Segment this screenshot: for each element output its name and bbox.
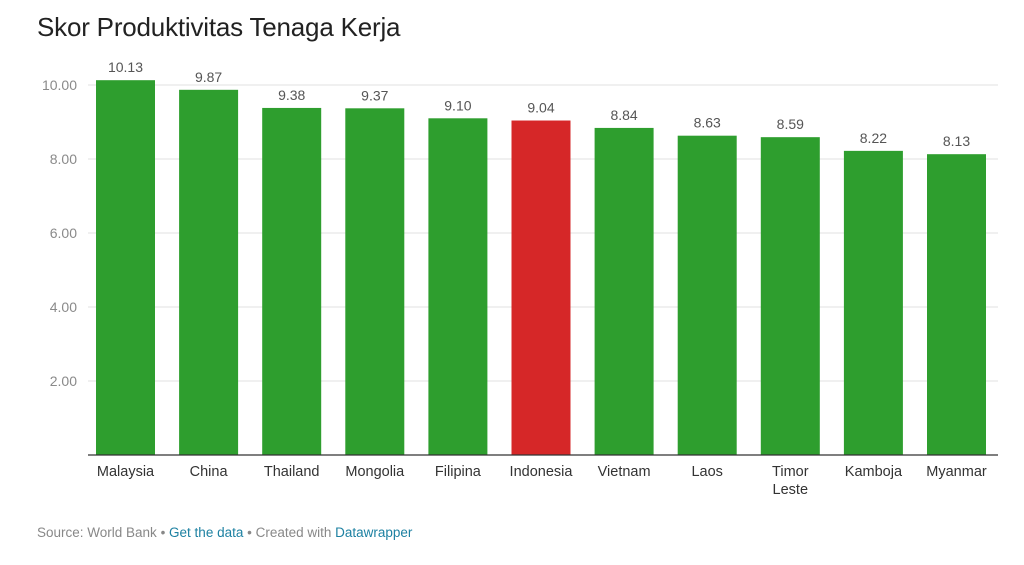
x-tick-label: China xyxy=(190,464,229,480)
value-label: 9.10 xyxy=(444,97,471,113)
y-tick-label: 8.00 xyxy=(50,151,77,167)
x-tick-label-line: Leste xyxy=(773,482,808,498)
bar-mongolia xyxy=(345,108,405,455)
y-axis-ticks: 2.00 4.00 6.00 8.00 10.00 xyxy=(42,77,77,389)
source-text: Source: World Bank xyxy=(37,525,157,540)
x-tick-label-line: Timor xyxy=(772,464,809,480)
bar-malaysia xyxy=(96,80,155,455)
y-tick-label: 4.00 xyxy=(50,299,77,315)
bars xyxy=(96,80,986,456)
value-label: 8.84 xyxy=(610,107,637,123)
value-label: 10.13 xyxy=(108,59,143,75)
y-tick-label: 2.00 xyxy=(50,373,77,389)
y-tick-label: 10.00 xyxy=(42,77,77,93)
bar-filipina xyxy=(428,118,488,456)
x-tick-label: Laos xyxy=(691,464,722,480)
footer: Source: World Bank • Get the data • Crea… xyxy=(37,525,412,540)
bar-kamboja xyxy=(843,150,903,456)
value-label: 9.38 xyxy=(278,87,305,103)
x-tick-label: Mongolia xyxy=(345,464,405,480)
value-labels: 10.13 9.87 9.38 9.37 9.10 9.04 8.84 8.63 8.59 8.2… xyxy=(108,59,970,149)
bar-myanmar xyxy=(927,154,986,455)
value-label: 8.63 xyxy=(694,115,721,131)
bar-vietnam xyxy=(594,127,654,456)
x-tick-label: Timor Leste xyxy=(772,464,809,498)
value-label: 9.37 xyxy=(361,87,388,103)
datawrapper-link[interactable]: Datawrapper xyxy=(335,525,413,540)
bar-timor-leste xyxy=(760,137,820,456)
y-tick-label: 6.00 xyxy=(50,225,77,241)
value-label: 8.22 xyxy=(860,130,887,146)
bar-thailand xyxy=(262,107,322,455)
value-label: 8.59 xyxy=(777,116,804,132)
x-tick-label: Myanmar xyxy=(926,464,987,480)
chart-title: Skor Produktivitas Tenaga Kerja xyxy=(37,12,401,42)
bar-chart: 2.00 4.00 6.00 8.00 10.00 10.13 9.87 9.38 9.37 9… xyxy=(42,59,998,498)
bar-laos xyxy=(677,135,737,455)
x-tick-label: Thailand xyxy=(264,464,320,480)
value-label: 9.04 xyxy=(527,100,554,116)
x-tick-label: Malaysia xyxy=(97,464,155,480)
bar-china xyxy=(179,89,239,455)
footer-separator: • xyxy=(156,525,170,540)
value-label: 8.13 xyxy=(943,133,970,149)
x-tick-label: Kamboja xyxy=(845,464,903,480)
x-tick-label: Indonesia xyxy=(510,464,574,480)
value-label: 9.87 xyxy=(195,69,222,85)
x-tick-label: Vietnam xyxy=(598,464,651,480)
bar-indonesia xyxy=(511,120,571,456)
x-tick-label: Filipina xyxy=(435,464,482,480)
x-axis-labels: Malaysia China Thailand Mongolia Filipina Ind… xyxy=(97,464,987,498)
get-data-link[interactable]: Get the data xyxy=(169,525,244,540)
created-with-text: • Created with xyxy=(243,525,336,540)
